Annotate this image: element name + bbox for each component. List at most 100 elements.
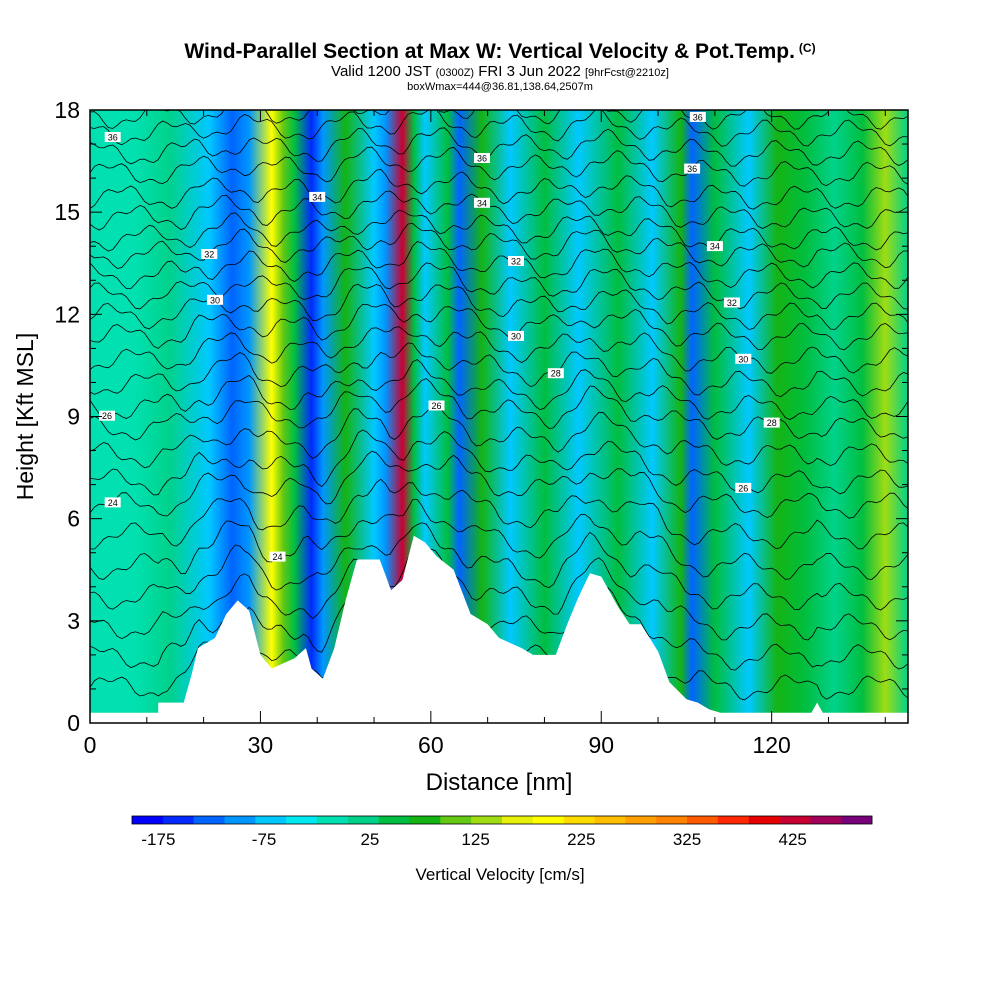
svg-text:30: 30 (210, 295, 220, 305)
svg-text:36: 36 (108, 133, 118, 143)
svg-text:32: 32 (511, 257, 521, 267)
contour-label: 36 (474, 153, 490, 164)
contour-label: 32 (508, 256, 524, 267)
theta-contour-line (90, 359, 908, 420)
subtitle-valid: Valid 1200 JST (331, 63, 432, 80)
y-tick-label: 12 (54, 301, 80, 327)
colorbar-swatch (162, 816, 194, 824)
svg-text:30: 30 (511, 331, 521, 341)
svg-text:26: 26 (102, 411, 112, 421)
colorbar-tick-label: 425 (779, 830, 807, 849)
colorbar-swatch (132, 816, 164, 824)
theta-contour-line (90, 303, 908, 351)
colorbar-swatch (409, 816, 441, 824)
vertical-velocity-field (90, 110, 908, 723)
colorbar-swatch (378, 816, 410, 824)
x-tick-label: 90 (588, 732, 614, 758)
subtitle-fcst: [9hrFcst@2210z] (585, 67, 669, 79)
theta-contour-line (90, 522, 908, 611)
contour-label: 30 (207, 294, 223, 305)
colorbar-swatch (317, 816, 349, 824)
subtitle-date: FRI 3 Jun 2022 (478, 63, 581, 80)
colorbar-swatch (779, 816, 811, 824)
svg-text:32: 32 (204, 250, 214, 260)
contour-label: 34 (474, 197, 490, 208)
contour-label: 28 (547, 368, 564, 379)
colorbar-tick-label: 125 (461, 830, 489, 849)
theta-contour-line (90, 127, 908, 167)
colorbar-swatch (717, 816, 749, 824)
svg-text:26: 26 (738, 483, 748, 493)
chart-title-line: Wind-Parallel Section at Max W: Vertical… (0, 36, 1000, 64)
theta-contour-line (90, 498, 908, 581)
colorbar-swatch (841, 816, 873, 824)
colorbar-swatch (255, 816, 287, 824)
colorbar-swatch (594, 816, 626, 824)
theta-contour-line (90, 478, 908, 550)
theta-contour-line (90, 209, 908, 252)
colorbar-swatch (286, 816, 318, 824)
svg-text:36: 36 (687, 164, 697, 174)
colorbar-swatch (563, 816, 595, 824)
title-block: Wind-Parallel Section at Max W: Vertical… (0, 36, 1000, 93)
colorbar-swatch (532, 816, 564, 824)
colorbar-swatch (656, 816, 688, 824)
contour-label: 26 (99, 410, 115, 421)
svg-text:34: 34 (477, 198, 487, 208)
svg-text:28: 28 (767, 418, 777, 428)
theta-contour-line (90, 404, 908, 469)
contour-label: 28 (763, 417, 780, 428)
svg-text:36: 36 (477, 154, 487, 164)
contour-label: 32 (201, 249, 218, 260)
contour-label: 36 (689, 111, 706, 122)
y-tick-label: 15 (54, 199, 80, 225)
svg-text:32: 32 (727, 298, 737, 308)
theta-contour-line (90, 262, 908, 310)
theta-contour-line (90, 548, 908, 641)
x-axis: 0 30 60 90 120 Distance [nm] (84, 110, 886, 796)
contour-label: 32 (723, 297, 740, 308)
theta-contour-line (90, 450, 908, 519)
x-tick-label: 30 (248, 732, 274, 758)
contour-label: 36 (104, 132, 121, 143)
y-tick-label: 9 (67, 404, 80, 430)
theta-contour-line (90, 241, 908, 289)
colorbar-tick-label: -175 (141, 830, 175, 849)
colorbar-swatch (224, 816, 256, 824)
svg-text:24: 24 (108, 498, 118, 508)
theta-contour-line (90, 326, 908, 374)
x-tick-label: 60 (418, 732, 444, 758)
colorbar-swatch (687, 816, 719, 824)
chart-subtitle: Valid 1200 JST (0300Z) FRI 3 Jun 2022 [9… (0, 64, 1000, 81)
theta-contour-line (90, 110, 908, 147)
x-tick-label: 120 (752, 732, 790, 758)
pot-temp-contours (90, 110, 908, 701)
chart-title: Wind-Parallel Section at Max W: Vertical… (184, 40, 795, 63)
colorbar: -175 -75 25 125 225 325 425 Vertical Velocity [… (131, 815, 873, 884)
colorbar-tick-label: 25 (360, 830, 379, 849)
contour-labels: 24 24 26 26 28 26 28 30 30 30 32 32 32 34 34 34 36 36 36 36 (99, 111, 780, 562)
x-axis-label: Distance [nm] (426, 769, 573, 796)
colorbar-tick-label: 225 (567, 830, 595, 849)
colorbar-swatch (471, 816, 503, 824)
colorbar-swatch (748, 816, 780, 824)
contour-label: 30 (735, 353, 752, 364)
colorbar-tick-label: 325 (673, 830, 701, 849)
colorbar-swatch (625, 816, 657, 824)
svg-text:28: 28 (551, 369, 561, 379)
theta-contour-line (90, 429, 908, 496)
colorbar-swatch (347, 816, 379, 824)
plot-area: 24 24 26 26 28 26 28 30 30 30 32 32 32 34 34 34 36 36 36 36 (90, 110, 908, 723)
contour-label: 34 (706, 241, 723, 252)
theta-contour-line (90, 342, 908, 398)
colorbar-swatch (440, 816, 472, 824)
svg-text:30: 30 (738, 354, 748, 364)
colorbar-label: Vertical Velocity [cm/s] (415, 865, 584, 884)
contour-label: 24 (104, 497, 121, 508)
svg-text:34: 34 (312, 192, 322, 202)
y-axis-label: Height [Kft MSL] (12, 333, 38, 500)
colorbar-swatch (810, 816, 842, 824)
